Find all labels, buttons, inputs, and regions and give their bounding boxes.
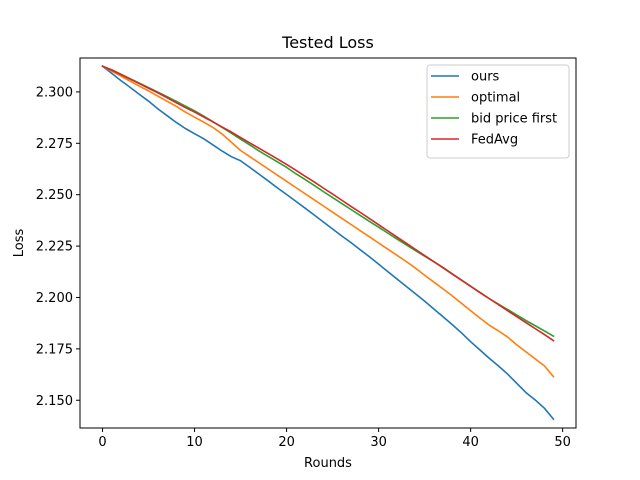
- y-tick-label-3: 2.225: [36, 240, 73, 255]
- series-line-0: [101, 65, 555, 421]
- x-tick-label-3: 30: [370, 435, 387, 450]
- y-tick-label-1: 2.175: [36, 342, 73, 357]
- legend-label-2: bid price first: [471, 112, 557, 127]
- x-tick-label-5: 50: [554, 435, 571, 450]
- series-layer: [101, 65, 555, 421]
- legend-label-1: optimal: [471, 91, 520, 106]
- plot-frame: [79, 57, 577, 429]
- x-tick-label-4: 40: [462, 435, 479, 450]
- y-tick-label-4: 2.250: [36, 188, 73, 203]
- x-tick-label-0: 0: [98, 435, 106, 450]
- x-tick-label-1: 10: [186, 435, 203, 450]
- x-axis: 0 10 20 30 40 50: [98, 428, 571, 450]
- x-tick-label-2: 20: [278, 435, 295, 450]
- legend-label-0: ours: [471, 70, 500, 85]
- legend: ours optimal bid price first FedAvg: [426, 64, 570, 159]
- x-axis-label: Rounds: [304, 456, 352, 471]
- series-line-3: [101, 65, 555, 342]
- y-tick-label-6: 2.300: [36, 85, 73, 100]
- series-line-1: [101, 65, 555, 378]
- y-tick-label-2: 2.200: [36, 291, 73, 306]
- y-tick-label-0: 2.150: [36, 394, 73, 409]
- y-axis: 2.150 2.175 2.200 2.225 2.250 2.275 2.300: [36, 85, 80, 409]
- y-axis-label: Loss: [12, 229, 27, 258]
- legend-box: [426, 64, 570, 159]
- legend-label-3: FedAvg: [471, 133, 518, 148]
- chart-title: Tested Loss: [281, 33, 374, 52]
- y-tick-label-5: 2.275: [36, 137, 73, 152]
